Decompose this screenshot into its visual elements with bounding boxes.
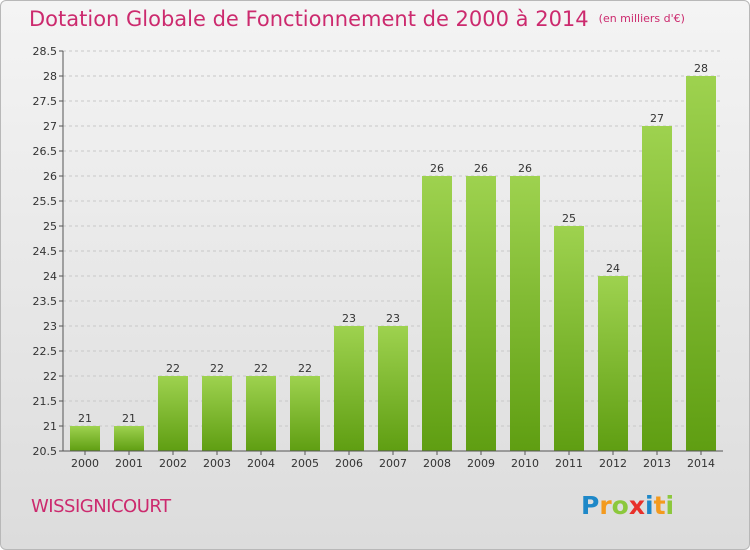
x-tick-label: 2009 — [467, 457, 495, 470]
data-label: 26 — [474, 162, 488, 175]
y-tick-label: 20.5 — [33, 445, 58, 458]
logo-letter: r — [599, 491, 612, 520]
x-tick-label: 2004 — [247, 457, 275, 470]
y-tick-label: 25 — [43, 220, 57, 233]
bar — [378, 326, 408, 451]
proxiti-logo: Proxiti — [581, 491, 674, 520]
bar — [202, 376, 232, 451]
data-label: 21 — [122, 412, 136, 425]
y-tick-label: 27.5 — [33, 95, 58, 108]
y-tick-label: 23.5 — [33, 295, 58, 308]
y-tick-label: 27 — [43, 120, 57, 133]
y-tick-label: 28.5 — [33, 45, 58, 58]
bar — [642, 126, 672, 451]
x-axis: 2000 2001 2002 2003 2004 2005 2006 2007 2008 2009… — [71, 451, 715, 470]
x-tick-label: 2010 — [511, 457, 539, 470]
bar — [334, 326, 364, 451]
bar — [246, 376, 276, 451]
data-label: 22 — [298, 362, 312, 375]
y-tick-label: 24 — [43, 270, 57, 283]
bar — [598, 276, 628, 451]
data-label: 26 — [430, 162, 444, 175]
bar — [114, 426, 144, 451]
x-tick-label: 2011 — [555, 457, 583, 470]
bar — [554, 226, 584, 451]
logo-letter: x — [628, 491, 645, 520]
y-tick-label: 23 — [43, 320, 57, 333]
data-label: 21 — [78, 412, 92, 425]
data-label: 26 — [518, 162, 532, 175]
logo-letter: i — [645, 491, 654, 520]
y-tick-label: 22.5 — [33, 345, 58, 358]
logo-letter: i — [665, 491, 675, 520]
bar — [466, 176, 496, 451]
logo-letter: o — [611, 491, 629, 520]
data-label: 22 — [166, 362, 180, 375]
y-tick-label: 24.5 — [33, 245, 58, 258]
y-tick-label: 28 — [43, 70, 57, 83]
y-tick-label: 21 — [43, 420, 57, 433]
bar — [510, 176, 540, 451]
x-tick-label: 2008 — [423, 457, 451, 470]
data-label: 22 — [210, 362, 224, 375]
data-label: 24 — [606, 262, 620, 275]
logo-letter: P — [581, 491, 600, 520]
bar — [422, 176, 452, 451]
logo-letter: t — [653, 491, 666, 520]
y-tick-label: 26 — [43, 170, 57, 183]
chart-title-text: Dotation Globale de Fonctionnement de 20… — [29, 7, 589, 31]
y-tick-label: 26.5 — [33, 145, 58, 158]
bar — [70, 426, 100, 451]
x-tick-label: 2002 — [159, 457, 187, 470]
x-tick-label: 2005 — [291, 457, 319, 470]
data-label: 22 — [254, 362, 268, 375]
data-label: 25 — [562, 212, 576, 225]
bar — [158, 376, 188, 451]
x-tick-label: 2013 — [643, 457, 671, 470]
x-tick-label: 2001 — [115, 457, 143, 470]
x-tick-label: 2000 — [71, 457, 99, 470]
data-label: 23 — [342, 312, 356, 325]
bar — [686, 76, 716, 451]
data-label: 23 — [386, 312, 400, 325]
chart-unit: (en milliers d'€) — [598, 12, 685, 25]
commune-name: WISSIGNICOURT — [31, 496, 171, 517]
x-tick-label: 2003 — [203, 457, 231, 470]
bar — [290, 376, 320, 451]
data-label: 27 — [650, 112, 664, 125]
y-tick-label: 21.5 — [33, 395, 58, 408]
x-tick-label: 2006 — [335, 457, 363, 470]
x-tick-label: 2007 — [379, 457, 407, 470]
y-tick-label: 22 — [43, 370, 57, 383]
bars: 21 21 22 22 22 22 23 23 26 26 26 25 24 27 28 — [70, 62, 716, 451]
x-tick-label: 2014 — [687, 457, 715, 470]
x-tick-label: 2012 — [599, 457, 627, 470]
y-tick-label: 25.5 — [33, 195, 58, 208]
chart-title: Dotation Globale de Fonctionnement de 20… — [29, 7, 685, 31]
data-label: 28 — [694, 62, 708, 75]
